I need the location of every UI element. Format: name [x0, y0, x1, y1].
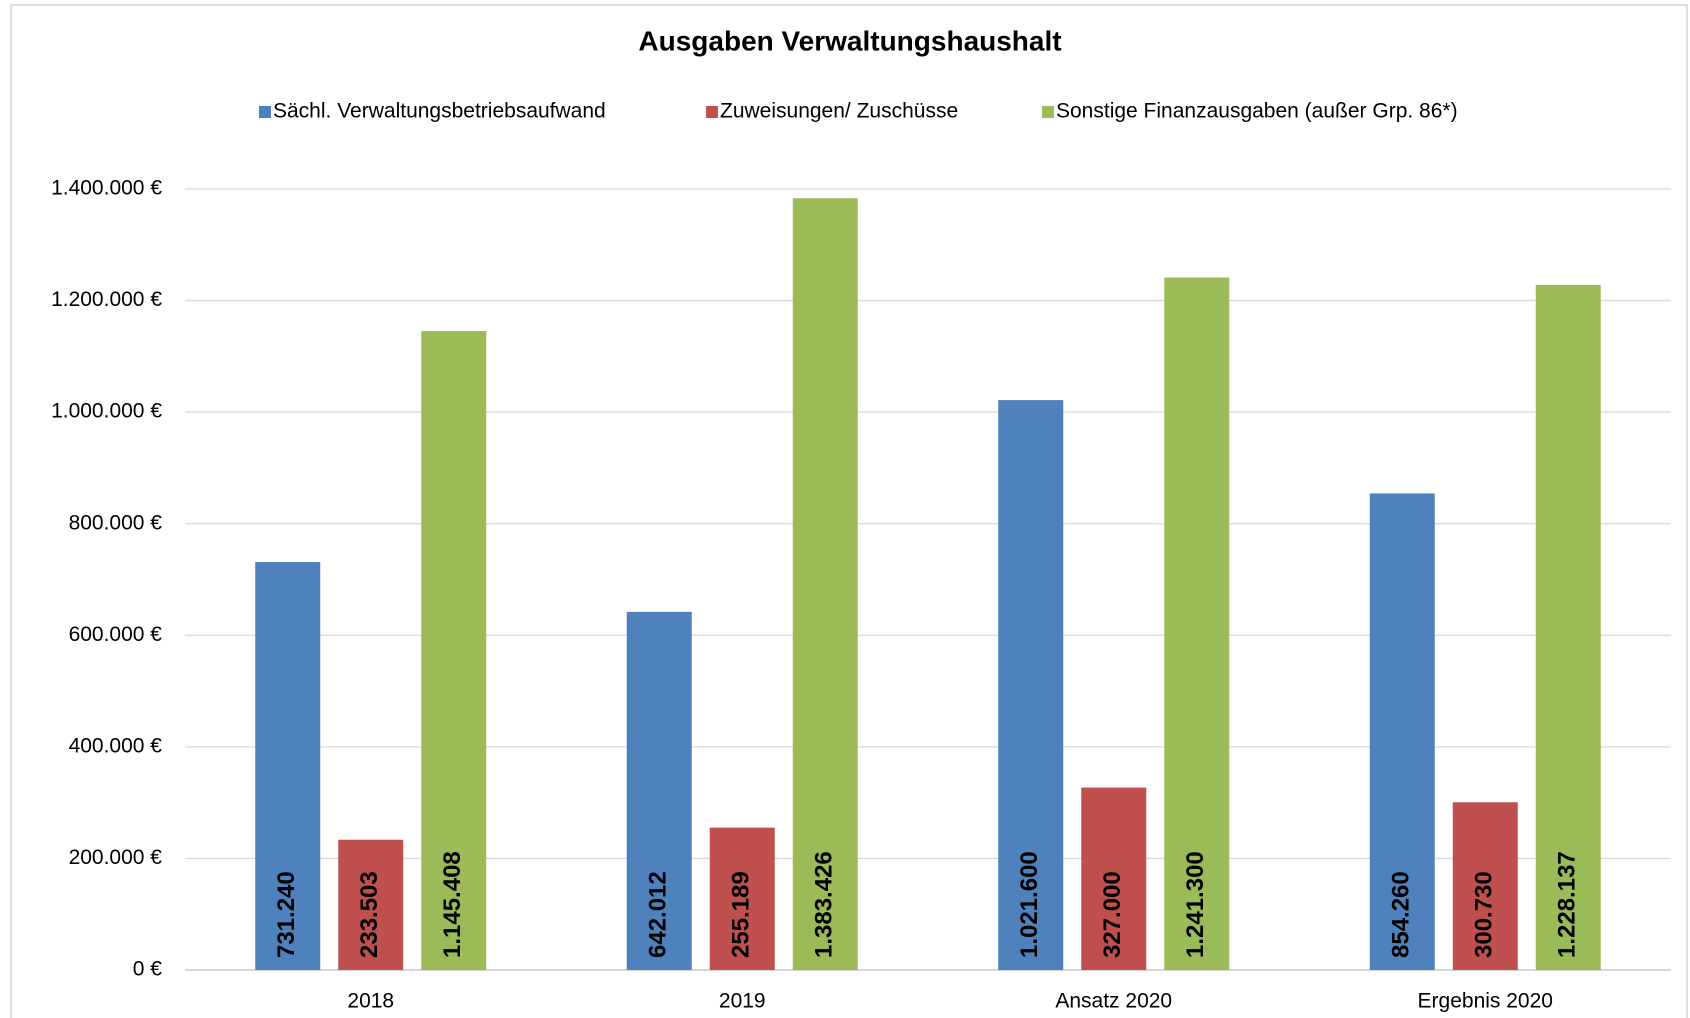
- legend-label: Sächl. Verwaltungsbetriebsaufwand: [273, 100, 606, 123]
- data-label: 1.145.408: [439, 851, 466, 958]
- chart-title: Ausgaben Verwaltungshaushalt: [638, 25, 1061, 56]
- data-label: 233.503: [356, 871, 383, 958]
- bar: [1452, 802, 1518, 970]
- legend-swatch: [259, 106, 271, 118]
- bar: [255, 562, 321, 970]
- x-tick-label: 2018: [347, 990, 394, 1013]
- data-label: 854.260: [1388, 871, 1415, 958]
- data-label: 327.000: [1099, 871, 1126, 958]
- y-tick-label: 1.000.000 €: [51, 400, 162, 423]
- y-tick-label: 200.000 €: [69, 846, 163, 869]
- legend-swatch: [706, 106, 718, 118]
- data-label: 1.021.600: [1016, 851, 1043, 958]
- y-tick-label: 600.000 €: [69, 623, 163, 646]
- bar: [1081, 787, 1147, 970]
- legend-label: Sonstige Finanzausgaben (außer Grp. 86*): [1056, 100, 1458, 123]
- bar: [1369, 493, 1435, 970]
- data-label: 642.012: [645, 871, 672, 958]
- y-tick-label: 1.400.000 €: [51, 177, 162, 200]
- x-tick-label: Ergebnis 2020: [1418, 990, 1553, 1013]
- legend-swatch: [1042, 106, 1054, 118]
- bar: [709, 827, 775, 970]
- legend-label: Zuweisungen/ Zuschüsse: [720, 100, 958, 123]
- y-tick-label: 800.000 €: [69, 511, 163, 534]
- data-label: 1.241.300: [1182, 851, 1209, 958]
- data-label: 731.240: [273, 871, 300, 958]
- bar: [626, 611, 692, 970]
- data-label: 255.189: [728, 871, 755, 958]
- bar: [1164, 277, 1230, 970]
- bar: [998, 400, 1064, 970]
- data-label: 1.228.137: [1554, 851, 1581, 958]
- x-tick-label: 2019: [719, 990, 766, 1013]
- bar: [338, 839, 404, 970]
- bar: [1535, 284, 1601, 970]
- y-tick-label: 400.000 €: [69, 734, 163, 757]
- data-label: 1.383.426: [811, 851, 838, 958]
- y-tick-label: 0 €: [133, 958, 163, 981]
- data-label: 300.730: [1471, 871, 1498, 958]
- bar: [421, 331, 487, 970]
- y-tick-label: 1.200.000 €: [51, 288, 162, 311]
- x-tick-label: Ansatz 2020: [1055, 990, 1172, 1013]
- bar: [792, 198, 858, 971]
